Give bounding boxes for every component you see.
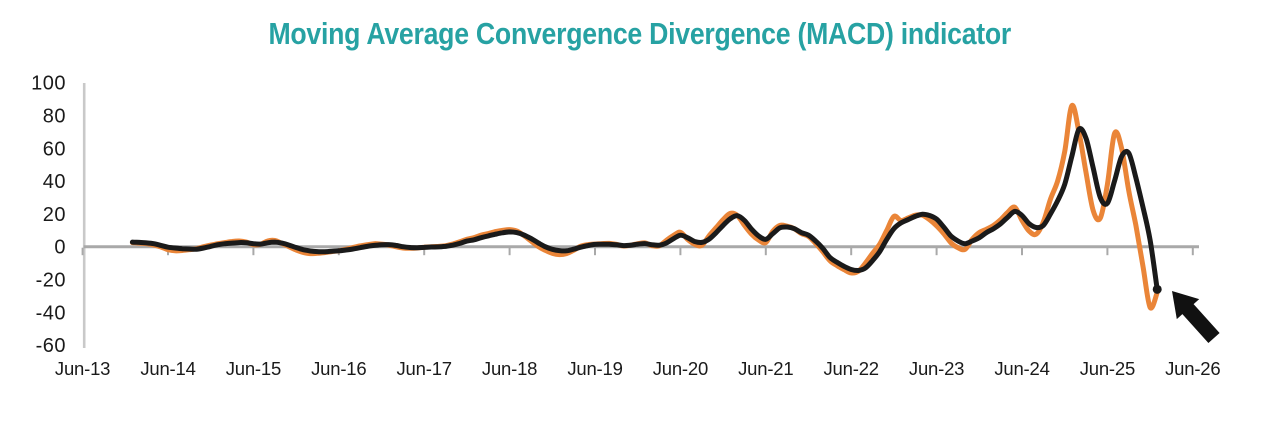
y-tick-label: -20: [36, 270, 66, 292]
y-tick-label: -40: [36, 302, 66, 324]
y-tick-label: 20: [43, 204, 66, 226]
x-tick-label: Jun-25: [1080, 358, 1135, 379]
y-tick-label: 0: [54, 237, 66, 259]
x-tick-label: Jun-17: [397, 358, 452, 379]
x-tick-label: Jun-19: [567, 358, 622, 379]
x-tick-label: Jun-23: [909, 358, 964, 379]
x-tick-label: Jun-15: [226, 358, 281, 379]
y-tick-label: 40: [43, 171, 66, 193]
x-tick-label: Jun-22: [824, 358, 879, 379]
x-tick-label: Jun-16: [311, 358, 366, 379]
x-tick-label: Jun-21: [738, 358, 793, 379]
y-tick-label: -60: [36, 335, 66, 357]
annotation-arrow-icon: [1172, 291, 1220, 343]
x-tick-label: Jun-13: [55, 358, 110, 379]
page-title: Moving Average Convergence Divergence (M…: [0, 16, 1280, 52]
black-line: [129, 126, 1160, 292]
series-end-dot: [1152, 284, 1162, 294]
y-tick-label: 100: [31, 73, 66, 95]
x-tick-label: Jun-20: [653, 358, 708, 379]
y-tick-label: 60: [43, 138, 66, 160]
x-tick-label: Jun-18: [482, 358, 537, 379]
y-tick-label: 80: [43, 106, 66, 128]
orange-line: [129, 102, 1160, 311]
x-tick-label: Jun-14: [140, 358, 195, 379]
x-tick-label: Jun-24: [994, 358, 1049, 379]
x-tick-label: Jun-26: [1165, 358, 1220, 379]
chart-title: Moving Average Convergence Divergence (M…: [268, 16, 1012, 51]
